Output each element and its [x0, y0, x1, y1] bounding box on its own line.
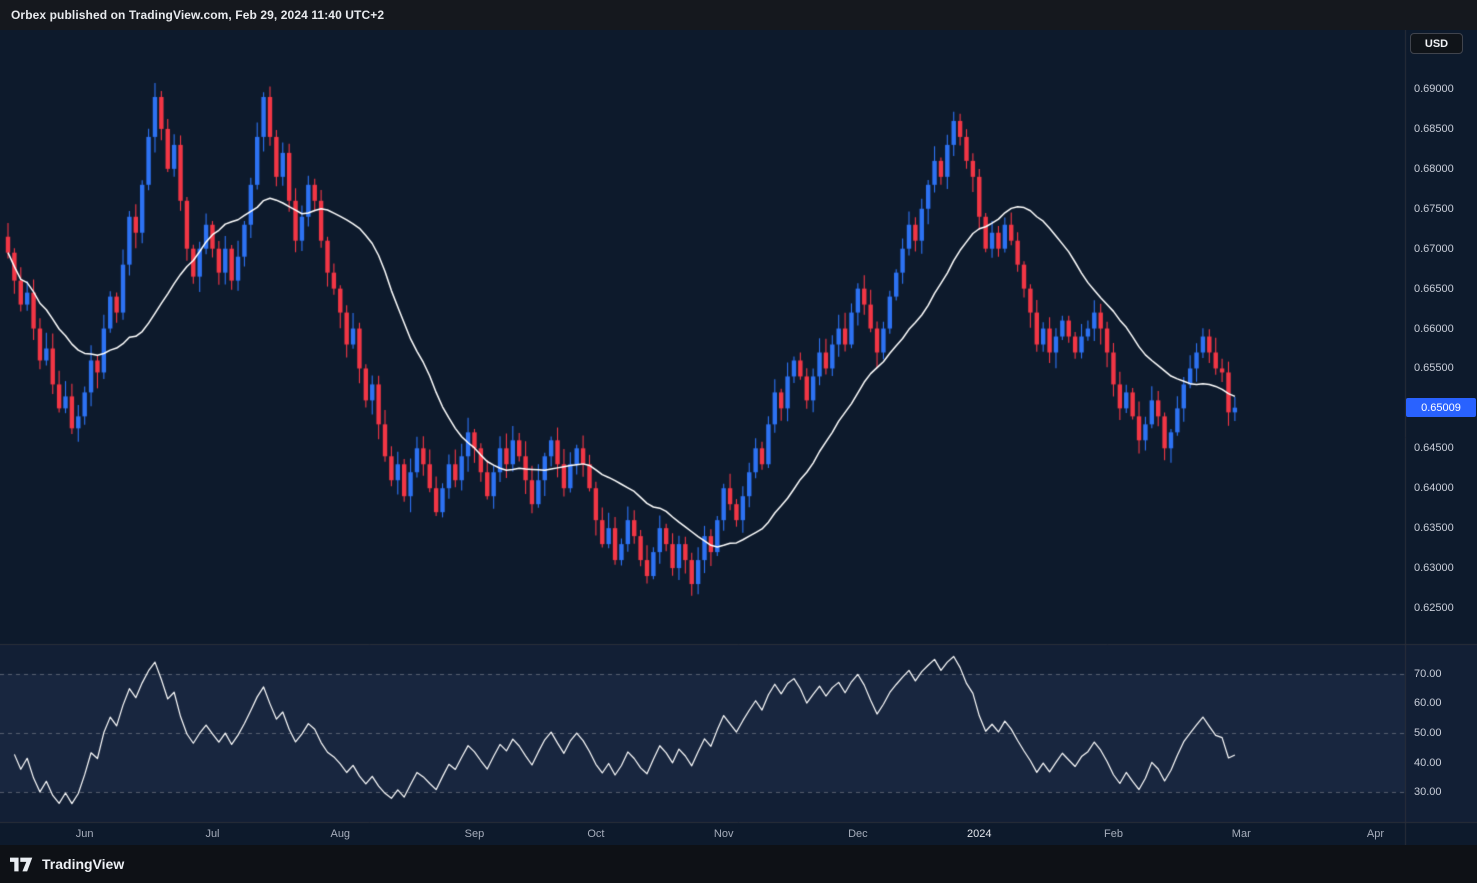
price-tick-label: 0.62500: [1414, 602, 1454, 614]
indicator-tick-label: 60.00: [1414, 697, 1442, 710]
price-tick-label: 0.66500: [1414, 282, 1454, 295]
price-tick-label: 0.67000: [1414, 242, 1454, 255]
time-axis-label: Mar: [1231, 828, 1251, 840]
price-tick-label: 0.69000: [1414, 83, 1454, 95]
price-tick-label: 0.63500: [1414, 522, 1454, 535]
price-tick-label: 0.63000: [1414, 562, 1454, 575]
time-axis-label: Nov: [713, 828, 734, 840]
price-tick-label: 0.65500: [1414, 362, 1454, 375]
time-axis-label: Apr: [1366, 828, 1385, 840]
price-tick-label: 0.68000: [1414, 162, 1454, 175]
publish-banner: Orbex published on TradingView.com, Feb …: [0, 0, 1477, 30]
time-axis-label: Jun: [75, 828, 94, 840]
time-axis-label: Dec: [848, 828, 868, 840]
price-tick-label: 0.66000: [1414, 322, 1454, 335]
time-axis-label: Oct: [587, 828, 605, 840]
indicator-tick-label: 30.00: [1414, 786, 1442, 799]
indicator-tick-label: 40.00: [1414, 756, 1442, 769]
tradingview-brand-text: TradingView: [42, 856, 125, 872]
footer: TradingView: [0, 845, 1477, 883]
last-price-value: 0.65009: [1421, 401, 1461, 414]
price-tick-label: 0.64000: [1414, 482, 1454, 495]
time-axis-label: Jul: [205, 828, 220, 840]
chart-region: USD 0.65009 0.69000 0.68500 0.68000 0.67500…: [0, 30, 1477, 845]
tradingview-link[interactable]: TradingView: [10, 856, 124, 872]
publish-attribution: Orbex published on TradingView.com, Feb …: [11, 8, 385, 22]
price-tick-label: 0.68500: [1414, 122, 1454, 135]
last-price-badge: 0.65009: [1406, 398, 1476, 418]
time-axis-label: Aug: [330, 828, 351, 840]
indicator-tick-label: 50.00: [1414, 727, 1442, 739]
indicator-tick-label: 70.00: [1414, 667, 1442, 680]
time-axis-label: Sep: [464, 828, 485, 840]
tradingview-logo-icon: [10, 857, 33, 871]
currency-button[interactable]: USD: [1410, 33, 1463, 54]
price-tick-label: 0.67500: [1414, 202, 1454, 215]
price-chart-canvas[interactable]: [0, 30, 1477, 845]
time-axis-label: 2024: [967, 828, 992, 840]
price-tick-label: 0.64500: [1414, 442, 1454, 455]
currency-label: USD: [1424, 37, 1449, 50]
time-axis-label: Feb: [1103, 828, 1123, 840]
